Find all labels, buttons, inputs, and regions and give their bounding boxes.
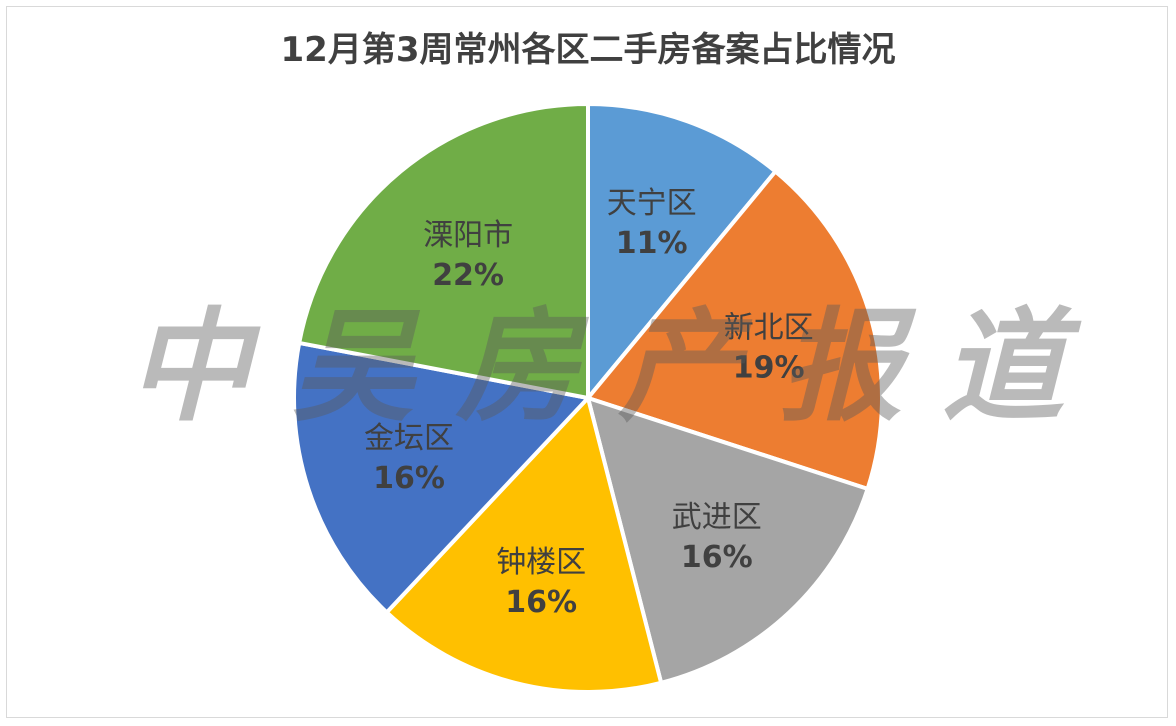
pie-slice-1 xyxy=(586,102,778,400)
slice-label-4: 钟楼区 xyxy=(496,545,586,580)
slice-value-3: 16% xyxy=(681,540,753,575)
slice-label-3: 武进区 xyxy=(672,500,762,535)
slice-value-4: 16% xyxy=(505,585,577,620)
slice-label-1: 天宁区 xyxy=(607,186,697,221)
pie-slice-2 xyxy=(586,169,884,491)
slice-value-2: 19% xyxy=(733,351,805,386)
pie-slice-5 xyxy=(292,340,590,615)
slice-label-6: 溧阳市 xyxy=(423,218,513,253)
pie-slice-6 xyxy=(297,102,590,400)
slice-value-1: 11% xyxy=(616,226,688,261)
slice-value-6: 22% xyxy=(432,258,504,293)
slice-label-5: 金坛区 xyxy=(364,421,454,456)
pie-slices xyxy=(292,102,884,694)
pie-slice-3 xyxy=(586,396,870,685)
slice-value-5: 16% xyxy=(373,461,445,496)
slice-label-2: 新北区 xyxy=(724,311,814,346)
pie-slice-4 xyxy=(384,396,664,694)
pie-labels: 天宁区 11% 新北区 19% 武进区 16% 钟楼区 16% 金坛区 16% 溧阳市 22% xyxy=(364,186,814,620)
chart-title: 12月第3周常州各区二手房备案占比情况 xyxy=(280,30,896,70)
